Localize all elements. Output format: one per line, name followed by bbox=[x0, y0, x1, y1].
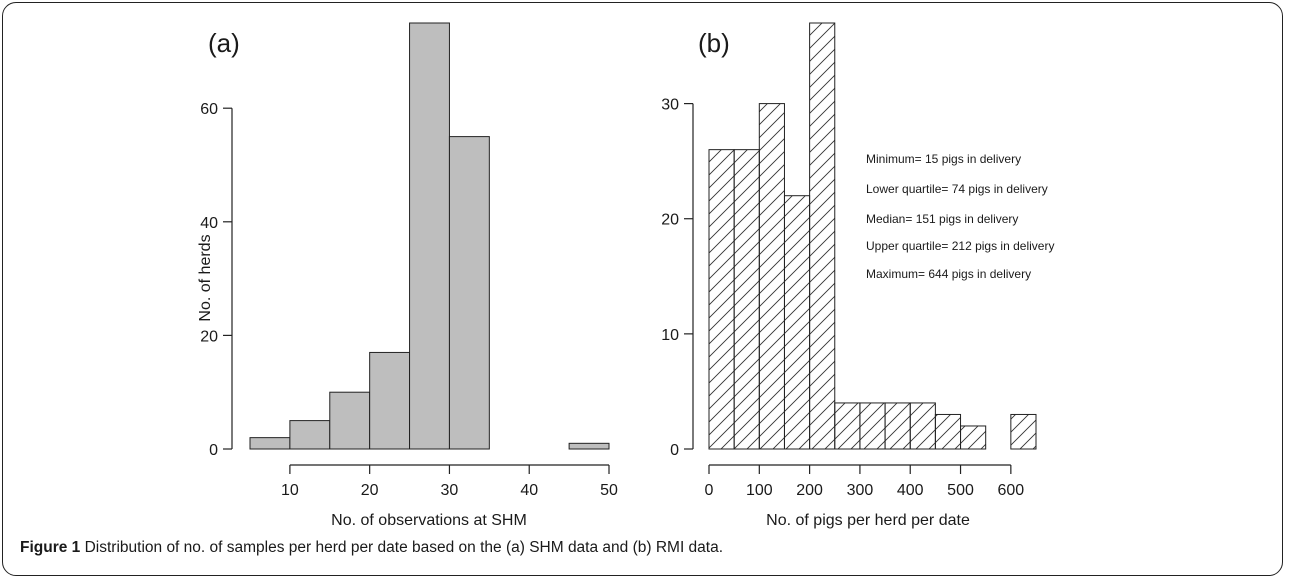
b-x-tick-label-100: 100 bbox=[746, 482, 773, 499]
b-x-tick-label-400: 400 bbox=[897, 482, 924, 499]
b-bar-7 bbox=[884, 402, 911, 450]
panel-a-y-axis: 0 20 40 60 bbox=[200, 101, 233, 459]
annotation-maximum: Maximum= 644 pigs in delivery bbox=[866, 267, 1031, 281]
panel-b-y-axis: 0 10 20 30 bbox=[661, 97, 694, 459]
annotation-upper-quartile: Upper quartile= 212 pigs in delivery bbox=[866, 239, 1054, 253]
b-y-tick-label-0: 0 bbox=[670, 442, 679, 459]
a-bar-0 bbox=[249, 437, 291, 450]
a-x-tick-label-40: 40 bbox=[520, 482, 538, 499]
b-bar-3 bbox=[783, 195, 811, 450]
annotation-median: Median= 151 pigs in delivery bbox=[866, 212, 1018, 226]
caption-text: Distribution of no. of samples per herd … bbox=[80, 539, 724, 556]
b-x-tick-label-300: 300 bbox=[847, 482, 874, 499]
b-y-tick-label-10: 10 bbox=[661, 327, 679, 344]
panel-b-summary-stats: Minimum= 15 pigs in delivery Lower quart… bbox=[866, 152, 1054, 281]
a-x-tick-label-10: 10 bbox=[281, 482, 299, 499]
a-y-tick-label-0: 0 bbox=[209, 442, 218, 459]
panel-b-x-axis-label: No. of pigs per herd per date bbox=[766, 512, 970, 529]
a-y-tick-label-40: 40 bbox=[200, 215, 218, 232]
b-y-tick-label-20: 20 bbox=[661, 212, 679, 229]
panel-b-histogram: (b) 0 100 200 300 400 500 600 0 10 20 30 No. of p… bbox=[661, 22, 1054, 529]
panel-a-x-axis-label: No. of observations at SHM bbox=[331, 512, 527, 529]
b-bar-9 bbox=[934, 413, 962, 450]
b-bar-2 bbox=[758, 103, 785, 450]
b-bar-6 bbox=[859, 402, 886, 450]
panel-a-y-axis-label: No. of herds bbox=[197, 234, 214, 321]
b-bar-4 bbox=[809, 22, 836, 450]
b-x-tick-label-500: 500 bbox=[947, 482, 974, 499]
figure-caption: Figure 1 Distribution of no. of samples … bbox=[20, 539, 723, 557]
panel-a-x-axis: 10 20 30 40 50 bbox=[281, 464, 618, 499]
a-bar-1 bbox=[289, 420, 331, 450]
panel-b-label: (b) bbox=[698, 28, 730, 58]
a-bar-4 bbox=[409, 22, 450, 450]
a-y-tick-label-60: 60 bbox=[200, 101, 218, 118]
a-bar-8 bbox=[568, 442, 610, 450]
panel-a-label: (a) bbox=[208, 28, 240, 58]
a-x-tick-label-30: 30 bbox=[441, 482, 459, 499]
a-x-tick-label-20: 20 bbox=[361, 482, 379, 499]
b-bar-10 bbox=[960, 425, 987, 450]
panel-b-x-axis: 0 100 200 300 400 500 600 bbox=[705, 464, 1024, 499]
annotation-minimum: Minimum= 15 pigs in delivery bbox=[866, 152, 1021, 166]
a-y-tick-label-20: 20 bbox=[200, 328, 218, 345]
panel-b-bars bbox=[708, 22, 1037, 450]
b-bar-12 bbox=[1010, 413, 1037, 450]
caption-label: Figure 1 bbox=[20, 539, 81, 556]
a-x-tick-label-50: 50 bbox=[600, 482, 618, 499]
b-x-tick-label-600: 600 bbox=[997, 482, 1024, 499]
b-x-tick-label-0: 0 bbox=[705, 482, 714, 499]
b-bar-1 bbox=[733, 149, 760, 450]
b-bar-0 bbox=[708, 149, 735, 450]
a-bar-5 bbox=[448, 136, 490, 450]
b-bar-8 bbox=[909, 402, 936, 450]
b-y-tick-label-30: 30 bbox=[661, 97, 679, 114]
annotation-lower-quartile: Lower quartile= 74 pigs in delivery bbox=[866, 182, 1048, 196]
panel-a-histogram: (a) 10 20 30 40 50 0 20 40 60 No. of observatio… bbox=[197, 22, 618, 529]
a-bar-2 bbox=[329, 391, 371, 450]
b-x-tick-label-200: 200 bbox=[796, 482, 823, 499]
panel-a-bars bbox=[249, 22, 610, 450]
b-bar-5 bbox=[834, 402, 861, 450]
a-bar-3 bbox=[369, 351, 411, 450]
